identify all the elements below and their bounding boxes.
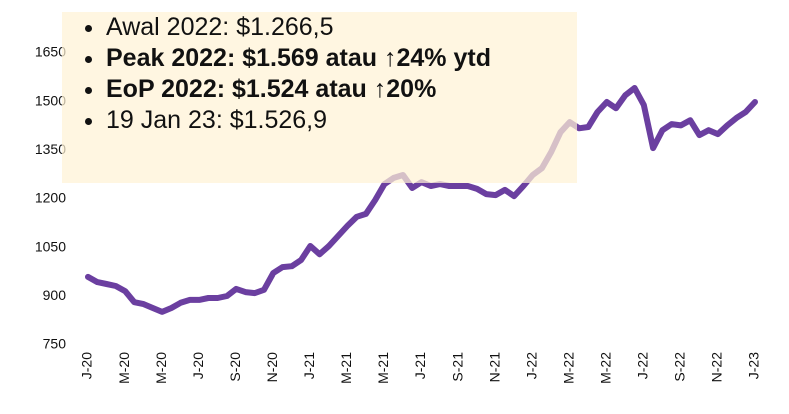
x-tick-label: J-21 [301,352,317,379]
x-tick-label: J-21 [412,352,428,379]
y-tick-label: 1650 [35,44,66,60]
x-tick-label: J-20 [190,352,206,379]
x-tick-label: J-22 [523,352,539,379]
y-tick-label: 750 [43,336,67,352]
annotation: EoP 2022: $1.524 atau ↑20% [106,74,546,105]
x-tick-label: S-22 [672,352,688,382]
x-tick-label: J-20 [79,352,95,379]
x-tick-label: M-22 [560,352,576,384]
x-tick-label: S-21 [449,352,465,382]
y-tick-label: 1350 [35,141,66,157]
x-tick-label: J-22 [635,352,651,379]
y-tick-label: 900 [43,287,67,303]
x-tick-label: S-20 [227,352,243,382]
annotation: 19 Jan 23: $1.526,9 [106,105,546,136]
x-tick-label: M-20 [153,352,169,384]
x-tick-label: N-22 [709,352,725,383]
annotation-list: Awal 2022: $1.266,5Peak 2022: $1.569 ata… [86,12,546,136]
x-tick-label: M-22 [597,352,613,384]
x-tick-label: N-21 [486,352,502,383]
y-tick-label: 1500 [35,92,66,108]
x-tick-label: M-21 [338,352,354,384]
x-tick-label: J-23 [746,352,762,379]
annotation-box: Awal 2022: $1.266,5Peak 2022: $1.569 ata… [62,12,577,183]
y-tick-label: 1050 [35,238,66,254]
y-tick-label: 1200 [35,190,66,206]
annotation: Peak 2022: $1.569 atau ↑24% ytd [106,43,546,74]
x-tick-label: M-20 [116,352,132,384]
x-tick-label: M-21 [375,352,391,384]
annotation: Awal 2022: $1.266,5 [106,12,546,43]
x-tick-label: N-20 [264,352,280,383]
